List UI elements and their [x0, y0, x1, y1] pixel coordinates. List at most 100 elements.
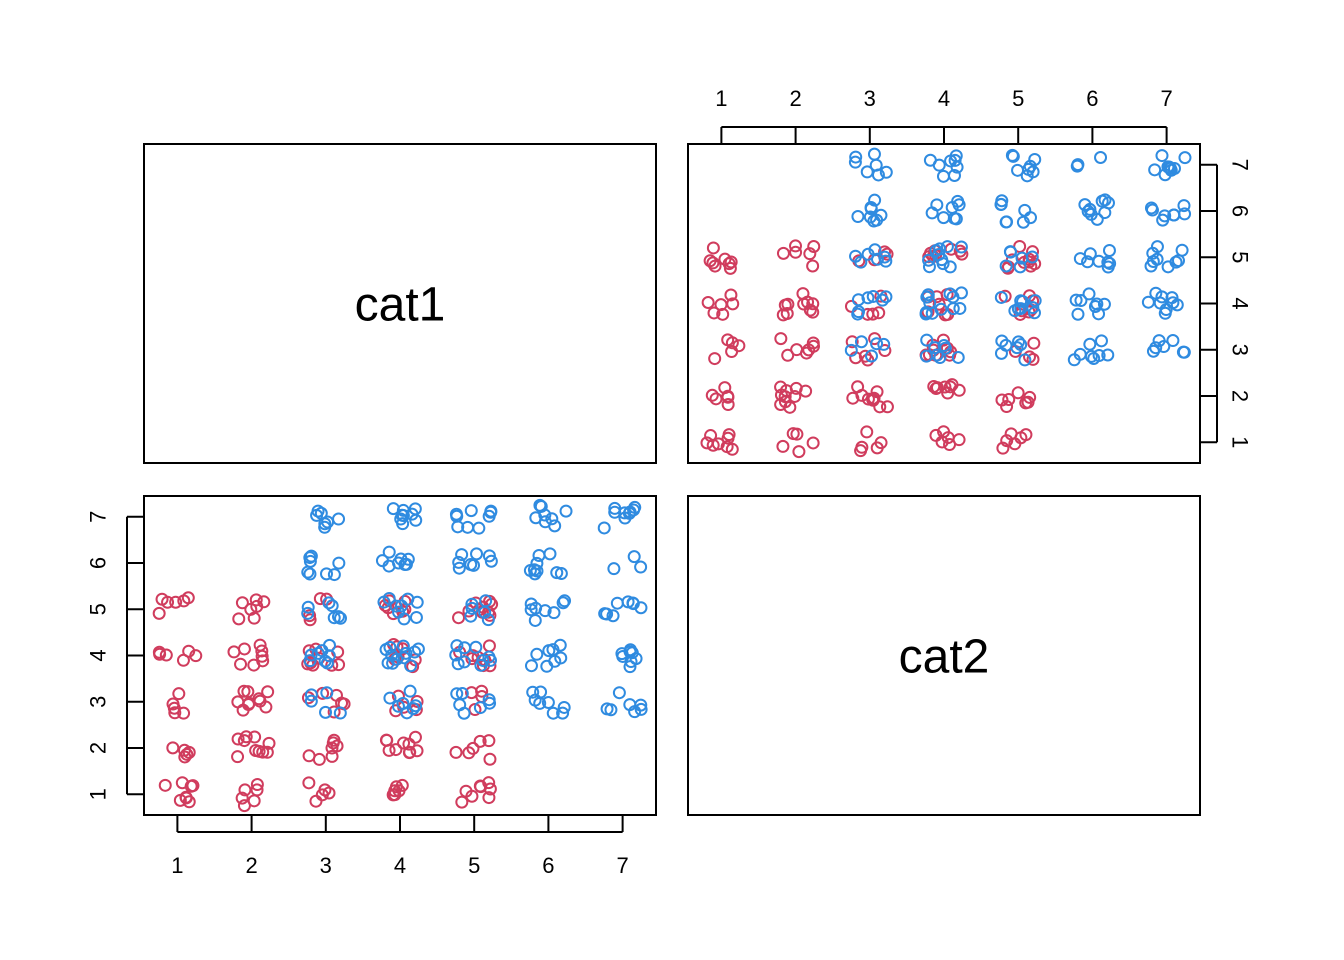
scatter-point-blue: [304, 688, 318, 702]
scatter-point-red: [312, 752, 326, 766]
scatter-point-red: [724, 255, 738, 269]
scatter-point-blue: [849, 150, 863, 164]
scatter-point-blue: [606, 609, 620, 623]
scatter-point-red: [332, 658, 346, 672]
scatter-point-blue: [383, 691, 397, 705]
scatter-point-blue: [547, 606, 561, 620]
scatter-point-red: [397, 736, 411, 750]
scatter-point-blue: [311, 646, 325, 660]
bottom-axis-tick-label: 2: [245, 853, 257, 878]
scatter-point-blue: [1148, 163, 1162, 177]
bottom-axis-tick-label: 7: [616, 853, 628, 878]
scatter-point-red: [166, 741, 180, 755]
scatter-point-red: [806, 259, 820, 273]
scatter-point-red: [725, 442, 739, 456]
scatter-point-blue: [1092, 349, 1106, 363]
scatter-point-blue: [331, 610, 345, 624]
scatter-point-red: [452, 611, 466, 625]
scatter-point-red: [845, 335, 859, 349]
scatter-point-blue: [923, 153, 937, 167]
scatter-point-red: [309, 794, 323, 808]
scatter-point-red: [708, 259, 722, 273]
scatter-point-blue: [861, 247, 875, 261]
scatter-point-red: [169, 595, 183, 609]
scatter-point-red: [235, 596, 249, 610]
scatter-point-red: [878, 344, 892, 358]
scatter-point-red: [776, 439, 790, 453]
scatter-point-blue: [953, 301, 967, 315]
scatter-point-red: [260, 745, 274, 759]
scatter-point-red: [941, 386, 955, 400]
scatter-point-blue: [382, 545, 396, 559]
scatter-point-red: [858, 349, 872, 363]
scatter-point-blue: [528, 567, 542, 581]
scatter-point-blue: [863, 210, 877, 224]
scatter-point-red: [721, 398, 735, 412]
right-axis-tick-label: 1: [1228, 436, 1253, 448]
scatter-point-red: [866, 307, 880, 321]
scatter-point-blue: [879, 165, 893, 179]
scatter-point-red: [168, 706, 182, 720]
scatter-point-blue: [600, 702, 614, 716]
scatter-point-blue: [867, 147, 881, 161]
scatter-point-blue: [465, 597, 479, 611]
scatter-point-blue: [1092, 307, 1106, 321]
scatter-point-blue: [1177, 199, 1191, 213]
scatter-point-red: [253, 638, 267, 652]
scatter-point-blue: [473, 701, 487, 715]
scatter-point-blue: [1010, 341, 1024, 355]
scatter-point-red: [177, 743, 191, 757]
scatter-point-blue: [951, 350, 965, 364]
scatter-point-blue: [877, 337, 891, 351]
scatter-point-red: [259, 700, 273, 714]
scatter-point-red: [302, 776, 316, 790]
scatter-point-red: [231, 732, 245, 746]
scatter-point-blue: [954, 240, 968, 254]
scatter-point-blue: [868, 193, 882, 207]
scatter-point-blue: [557, 700, 571, 714]
scatter-point-blue: [322, 596, 336, 610]
scatter-point-red: [255, 644, 269, 658]
right-axis-tick-label: 2: [1228, 390, 1253, 402]
scatter-point-blue: [1006, 149, 1020, 163]
scatter-point-blue: [411, 642, 425, 656]
right-axis-tick-label: 6: [1228, 205, 1253, 217]
scatter-point-red: [1011, 386, 1025, 400]
scatter-point-red: [706, 241, 720, 255]
scatter-point-blue: [375, 554, 389, 568]
scatter-point-blue: [1083, 247, 1097, 261]
scatter-point-blue: [848, 155, 862, 169]
scatter-point-blue: [303, 551, 317, 565]
scatter-point-red: [806, 436, 820, 450]
scatter-point-red: [237, 734, 251, 748]
left-axis-tick-label: 7: [86, 511, 111, 523]
scatter-point-blue: [627, 503, 641, 517]
scatter-point-blue: [301, 600, 315, 614]
scatter-point-blue: [301, 606, 315, 620]
scatter-point-blue: [450, 687, 464, 701]
left-axis-tick-label: 5: [86, 603, 111, 615]
scatter-point-red: [152, 645, 166, 659]
scatter-point-red: [152, 606, 166, 620]
scatter-point-blue: [319, 567, 333, 581]
scatter-point-blue: [922, 260, 936, 274]
scatter-point-blue: [1102, 243, 1116, 257]
scatter-point-blue: [320, 656, 334, 670]
scatter-point-blue: [634, 601, 648, 615]
scatter-point-blue: [616, 649, 630, 663]
scatter-point-blue: [1083, 337, 1097, 351]
scatter-point-red: [721, 390, 735, 404]
scatter-point-blue: [610, 596, 624, 610]
scatter-point-blue: [864, 201, 878, 215]
scatter-point-red: [232, 612, 246, 626]
scatter-point-red: [701, 296, 715, 310]
scatter-point-red: [234, 657, 248, 671]
scatter-point-red: [482, 639, 496, 653]
scatter-point-red: [936, 333, 950, 347]
scatter-point-blue: [1101, 348, 1115, 362]
scatter-point-blue: [558, 594, 572, 608]
scatter-point-blue: [1094, 150, 1108, 164]
scatter-point-red: [186, 779, 200, 793]
scatter-point-blue: [464, 557, 478, 571]
